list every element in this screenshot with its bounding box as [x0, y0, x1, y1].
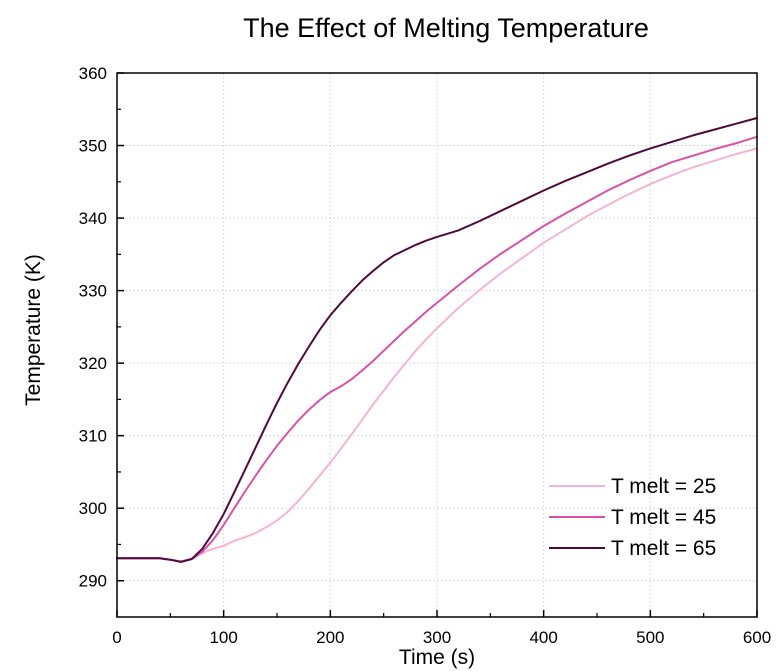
x-tick-label: 200: [316, 628, 344, 647]
y-tick-label: 330: [79, 282, 107, 301]
legend-label-2: T melt = 45: [611, 506, 716, 529]
axis-ticks: 290 300 310 320 330 340 350 360 0 100 200 300 400 500…: [79, 64, 772, 647]
series-line-2: [116, 135, 758, 563]
y-tick-label: 350: [79, 137, 107, 156]
y-tick-label: 320: [79, 354, 107, 373]
y-tick-label: 300: [79, 499, 107, 518]
series-line-1: [116, 147, 758, 563]
x-tick-label: 500: [636, 628, 664, 647]
y-axis-label: Temperature (K): [22, 254, 45, 406]
series-line-3: [116, 117, 758, 563]
x-tick-label: 100: [209, 628, 237, 647]
x-axis-label: Time (s): [399, 646, 475, 669]
legend-label-3: T melt = 65: [611, 537, 716, 560]
grid-lines: [117, 73, 757, 617]
legend-label-1: T melt = 25: [611, 475, 716, 498]
y-tick-label: 310: [79, 427, 107, 446]
x-tick-label: 400: [529, 628, 557, 647]
x-tick-label: 0: [112, 628, 121, 647]
series-lines: [116, 117, 758, 563]
y-tick-label: 340: [79, 209, 107, 228]
y-tick-label: 290: [79, 572, 107, 591]
y-tick-label: 360: [79, 64, 107, 83]
x-tick-label: 300: [423, 628, 451, 647]
x-tick-label: 600: [743, 628, 771, 647]
chart-title: The Effect of Melting Temperature: [243, 13, 649, 43]
legend: T melt = 25 T melt = 45 T melt = 65: [549, 475, 716, 560]
